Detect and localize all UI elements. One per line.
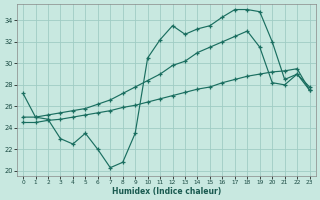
X-axis label: Humidex (Indice chaleur): Humidex (Indice chaleur) xyxy=(112,187,221,196)
